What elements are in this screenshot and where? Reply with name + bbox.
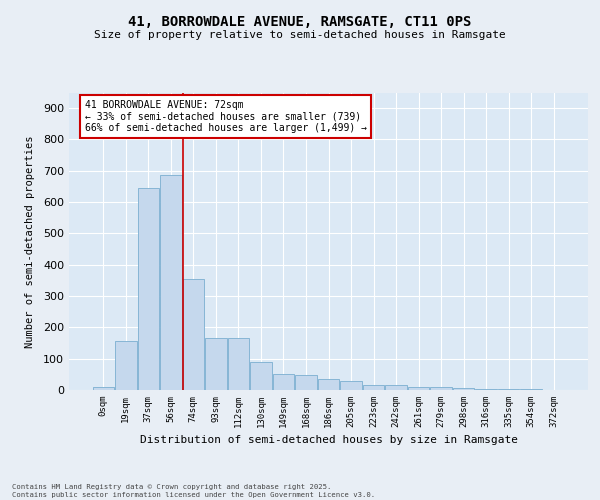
- Bar: [453, 388, 475, 390]
- Bar: [205, 338, 227, 390]
- Bar: [295, 375, 317, 390]
- Bar: [385, 386, 407, 390]
- Text: 41 BORROWDALE AVENUE: 72sqm
← 33% of semi-detached houses are smaller (739)
66% : 41 BORROWDALE AVENUE: 72sqm ← 33% of sem…: [85, 100, 367, 133]
- Text: Contains HM Land Registry data © Crown copyright and database right 2025.
Contai: Contains HM Land Registry data © Crown c…: [12, 484, 375, 498]
- Bar: [228, 338, 249, 390]
- X-axis label: Distribution of semi-detached houses by size in Ramsgate: Distribution of semi-detached houses by …: [139, 436, 517, 446]
- Bar: [115, 342, 137, 390]
- Bar: [340, 381, 362, 390]
- Bar: [160, 176, 182, 390]
- Bar: [408, 387, 429, 390]
- Y-axis label: Number of semi-detached properties: Number of semi-detached properties: [25, 135, 35, 348]
- Bar: [475, 388, 497, 390]
- Bar: [137, 188, 159, 390]
- Bar: [430, 387, 452, 390]
- Bar: [498, 388, 520, 390]
- Text: 41, BORROWDALE AVENUE, RAMSGATE, CT11 0PS: 41, BORROWDALE AVENUE, RAMSGATE, CT11 0P…: [128, 16, 472, 30]
- Text: Size of property relative to semi-detached houses in Ramsgate: Size of property relative to semi-detach…: [94, 30, 506, 40]
- Bar: [250, 362, 272, 390]
- Bar: [363, 386, 384, 390]
- Bar: [92, 387, 114, 390]
- Bar: [273, 374, 294, 390]
- Bar: [182, 279, 204, 390]
- Bar: [318, 379, 339, 390]
